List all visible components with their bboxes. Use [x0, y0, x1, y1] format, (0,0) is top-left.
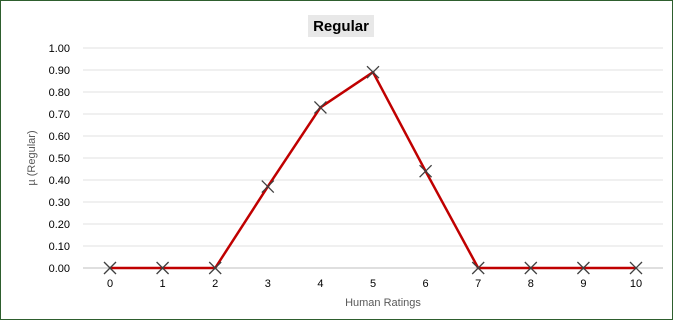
data-markers	[103, 65, 643, 275]
x-tick-label: 2	[212, 278, 218, 290]
x-tick-labels: 0 1 2 3 4 5 6 7 8 9 10	[107, 278, 642, 290]
y-tick-label: 0.50	[49, 153, 70, 165]
series-line-path	[110, 70, 636, 270]
x-tick-label: 1	[160, 278, 166, 290]
y-tick-label: 0.00	[49, 263, 70, 275]
y-tick-label: 0.40	[49, 175, 70, 187]
gridlines	[83, 47, 663, 269]
y-tick-labels: 0.00 0.10 0.20 0.30 0.40 0.50 0.60 0.70 0.80 0.90…	[49, 43, 70, 275]
series-line	[110, 70, 636, 270]
data-point-marker	[419, 164, 433, 178]
x-tick-label: 0	[107, 278, 113, 290]
y-tick-label: 0.20	[49, 219, 70, 231]
x-tick-label: 7	[475, 278, 481, 290]
data-point-marker	[261, 180, 275, 194]
y-axis-title: µ (Regular)	[26, 130, 38, 185]
data-point-marker	[103, 261, 117, 275]
x-tick-label: 9	[580, 278, 586, 290]
x-tick-label: 4	[317, 278, 323, 290]
data-point-marker	[471, 261, 485, 275]
y-tick-label: 0.60	[49, 131, 70, 143]
data-point-marker	[629, 261, 643, 275]
y-tick-label: 0.10	[49, 241, 70, 253]
chart-title: Regular	[308, 15, 374, 37]
data-point-marker	[524, 261, 538, 275]
x-tick-label: 5	[370, 278, 376, 290]
data-point-marker	[156, 261, 170, 275]
y-tick-label: 1.00	[49, 43, 70, 55]
data-point-marker	[576, 261, 590, 275]
data-point-marker	[366, 65, 380, 79]
x-tick-label: 3	[265, 278, 271, 290]
y-tick-label: 0.30	[49, 197, 70, 209]
y-tick-label: 0.70	[49, 109, 70, 121]
x-tick-label: 8	[528, 278, 534, 290]
y-tick-label: 0.80	[49, 87, 70, 99]
data-point-marker	[313, 100, 327, 114]
x-axis-title: Human Ratings	[345, 297, 421, 309]
data-point-marker	[208, 261, 222, 275]
y-tick-label: 0.90	[49, 65, 70, 77]
x-tick-label: 10	[630, 278, 642, 290]
x-tick-label: 6	[423, 278, 429, 290]
